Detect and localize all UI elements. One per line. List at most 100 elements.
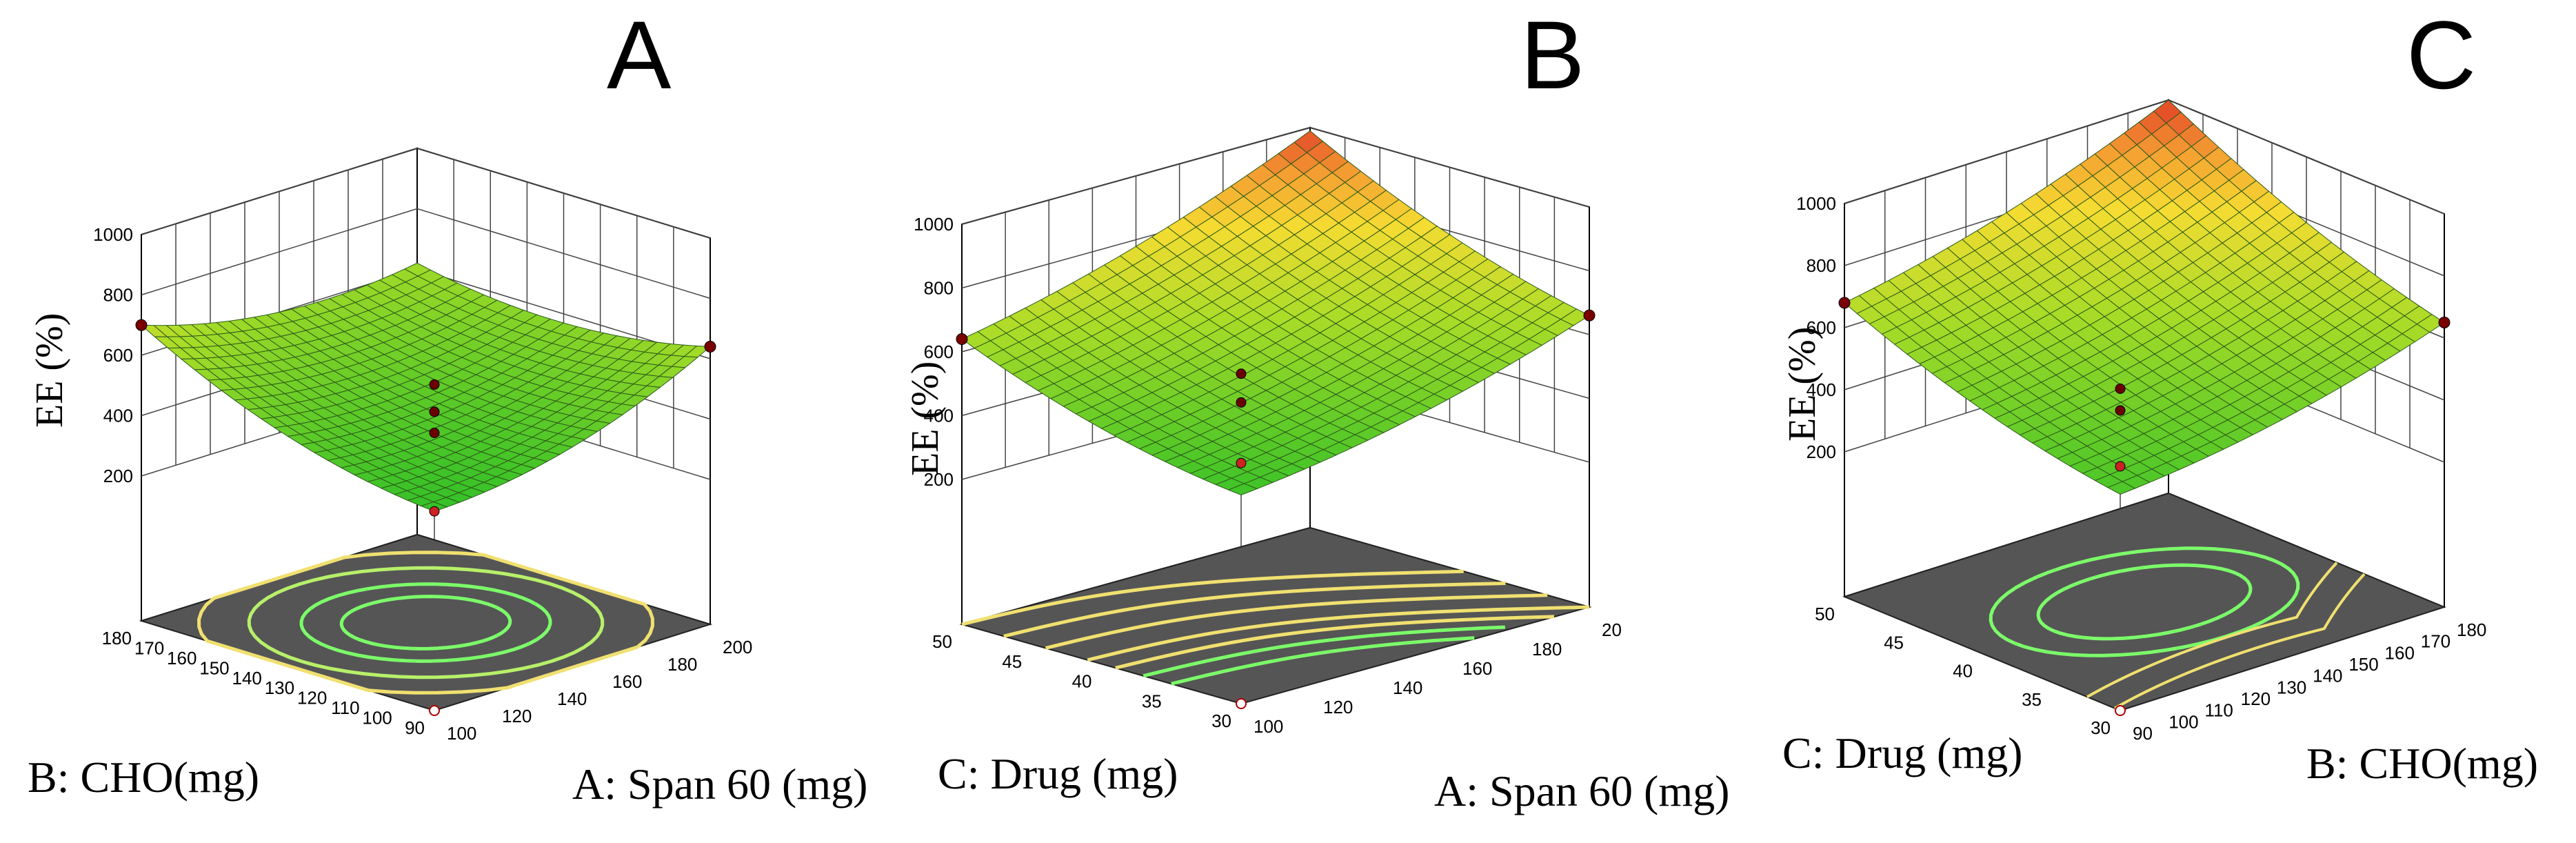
contour-line xyxy=(1003,582,1506,638)
surface-cell xyxy=(2106,481,2136,495)
x-tick-label: 100 xyxy=(1254,716,1283,737)
z-tick-label: 200 xyxy=(1807,442,1836,462)
z-tick-label: 1000 xyxy=(1796,193,1836,214)
contour-line xyxy=(2086,562,2338,698)
y-tick-label: 150 xyxy=(199,657,229,678)
x-tick-label: 100 xyxy=(2169,711,2198,732)
z-tick-label: 800 xyxy=(103,285,133,306)
y-tick-label: 120 xyxy=(297,688,327,708)
x-tick-label: 140 xyxy=(1393,677,1422,698)
contour-line xyxy=(1143,625,1505,678)
y-tick-label: 35 xyxy=(2022,689,2042,710)
corner-point xyxy=(135,319,148,331)
surface-plot-a: 2004006008001000100120140160180200901001… xyxy=(93,147,752,744)
z-tick-label: 400 xyxy=(103,406,133,426)
contour-line xyxy=(2114,573,2366,710)
z-tick-label: 800 xyxy=(924,278,954,299)
x-tick-label: 120 xyxy=(502,706,532,726)
x-tick-label: 140 xyxy=(557,688,587,709)
design-point xyxy=(1236,457,1247,468)
z-tick-label: 1000 xyxy=(914,214,954,235)
panel-label: A xyxy=(607,1,672,109)
panel-c: 200 400 600 800 1000 90 100 110 120 130 140 150 160 1… xyxy=(1717,0,2575,843)
z-tick-label: 200 xyxy=(103,466,133,486)
y-tick-label: 45 xyxy=(1884,632,1904,653)
corner-point xyxy=(704,341,716,353)
x-tick-label: 130 xyxy=(2277,677,2306,697)
y-tick-label: 180 xyxy=(102,628,132,648)
x-tick-label: 150 xyxy=(2348,654,2378,675)
panel-a: 200 400 600 800 1000 100 120 140 160 180 200 90 100 1… xyxy=(0,0,867,843)
corner-point xyxy=(1838,297,1851,309)
x-tick-label: 180 xyxy=(2457,619,2486,640)
y-tick-label: 40 xyxy=(1953,661,1973,682)
surface-cell xyxy=(1227,483,1258,496)
y-axis-title: B: CHO(mg) xyxy=(28,753,259,802)
contour-line xyxy=(247,566,605,680)
design-point xyxy=(1236,368,1247,379)
corner-point xyxy=(956,333,968,345)
x-axis-title: A: Span 60 (mg) xyxy=(572,760,868,809)
y-tick-label: 45 xyxy=(1002,651,1022,672)
corner-point xyxy=(2438,317,2451,328)
y-tick-label: 90 xyxy=(405,717,425,738)
design-point xyxy=(429,379,440,390)
x-axis-title: A: Span 60 (mg) xyxy=(1434,766,1730,815)
y-tick-label: 160 xyxy=(167,648,197,668)
y-tick-label: 100 xyxy=(362,708,392,728)
y-tick-label: 110 xyxy=(331,697,359,718)
x-tick-label: 180 xyxy=(667,654,697,675)
z-axis-title: EE (%) xyxy=(1781,326,1824,442)
design-point xyxy=(2115,405,2126,416)
x-tick-label: 160 xyxy=(2385,642,2415,663)
wall-gridline xyxy=(961,127,1590,225)
contour-line xyxy=(339,595,512,651)
design-point xyxy=(2115,384,2126,394)
floor-point xyxy=(2115,705,2126,716)
x-tick-label: 160 xyxy=(612,671,642,692)
z-tick-label: 1000 xyxy=(93,224,133,245)
design-point xyxy=(2115,461,2126,472)
wall-gridline xyxy=(141,148,711,239)
contour-line xyxy=(1989,546,2300,657)
corner-point xyxy=(1583,309,1596,321)
x-tick-label: 100 xyxy=(447,723,476,744)
z-tick-label: 800 xyxy=(1807,255,1836,276)
z-tick-label: 600 xyxy=(103,345,133,366)
design-point xyxy=(1236,397,1247,408)
x-tick-label: 90 xyxy=(2133,723,2153,744)
y-tick-label: 40 xyxy=(1072,671,1092,692)
panel-label: B xyxy=(1520,1,1585,109)
x-tick-label: 110 xyxy=(2204,700,2233,721)
y-axis-title: C: Drug (mg) xyxy=(938,749,1178,798)
x-tick-label: 140 xyxy=(2313,666,2342,686)
panel-label: C xyxy=(2406,1,2477,109)
z-tick-label: 400 xyxy=(1807,379,1836,400)
x-tick-label: 120 xyxy=(1323,697,1353,717)
floor-point xyxy=(1236,698,1247,709)
z-axis-title: EE (%) xyxy=(28,313,71,428)
x-tick-label: 200 xyxy=(723,637,752,657)
contour-line xyxy=(299,582,552,663)
y-tick-label: 50 xyxy=(1815,604,1835,624)
floor-point xyxy=(429,705,440,716)
y-tick-label: 140 xyxy=(232,668,261,688)
z-tick-label: 400 xyxy=(924,406,954,426)
contour-line xyxy=(197,551,654,695)
contour-line xyxy=(1087,605,1590,662)
y-tick-label: 35 xyxy=(1142,691,1162,711)
y-tick-label: 30 xyxy=(1211,711,1231,731)
x-axis-title: B: CHO(mg) xyxy=(2306,739,2538,788)
surface-plot-b: 200 400 600 800 1000 100 120 140 160 180 20 30 35 40 4… xyxy=(914,126,1622,737)
x-tick-label: 180 xyxy=(1532,639,1562,659)
z-axis-title: EE (%) xyxy=(904,361,947,476)
surface-plot-c: 200 400 600 800 1000 90 100 110 120 130 140 150 160 1… xyxy=(1796,99,2486,744)
design-point xyxy=(429,428,440,438)
x-tick-label: 120 xyxy=(2241,688,2271,709)
y-tick-label: 170 xyxy=(134,637,164,658)
contour-floor xyxy=(1842,492,2446,712)
wall-gridline xyxy=(141,208,711,299)
y-tick-label: 130 xyxy=(265,677,294,698)
design-point xyxy=(429,506,440,517)
design-point xyxy=(429,406,440,417)
